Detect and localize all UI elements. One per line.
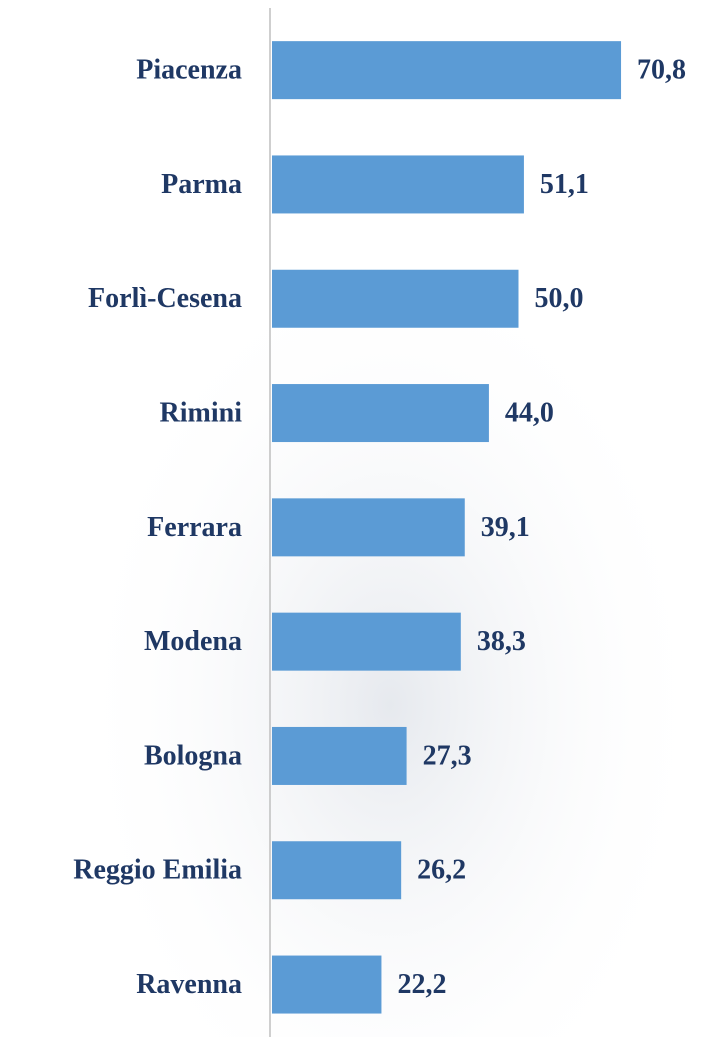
y-tick-label: Piacenza — [136, 55, 242, 86]
value-label: 50,0 — [535, 283, 584, 314]
value-label: 27,3 — [423, 740, 472, 771]
y-tick-label: Reggio Emilia — [73, 855, 242, 886]
bar — [272, 727, 407, 785]
value-label: 70,8 — [637, 55, 686, 86]
y-tick-label: Parma — [161, 169, 242, 200]
bar — [272, 155, 524, 213]
value-label: 51,1 — [540, 169, 589, 200]
bar — [272, 384, 489, 442]
y-tick-label: Forlì-Cesena — [88, 283, 242, 314]
bar — [272, 613, 461, 671]
bar — [272, 41, 621, 99]
value-label: 26,2 — [417, 855, 466, 886]
y-tick-label: Rimini — [160, 397, 243, 428]
bar — [272, 270, 519, 328]
value-label: 44,0 — [505, 397, 554, 428]
value-label: 38,3 — [477, 626, 526, 657]
bar — [272, 956, 381, 1014]
y-tick-label: Ravenna — [136, 969, 242, 1000]
bar — [272, 498, 465, 556]
bar — [272, 841, 401, 899]
y-tick-label: Bologna — [144, 740, 242, 771]
value-label: 22,2 — [397, 969, 446, 1000]
value-label: 39,1 — [481, 512, 530, 543]
y-tick-label: Modena — [144, 626, 242, 657]
chart: Piacenza 70,8 Parma 51,1 Forlì-Cesena 50,0 Rim… — [0, 0, 709, 1037]
y-tick-label: Ferrara — [147, 512, 242, 543]
